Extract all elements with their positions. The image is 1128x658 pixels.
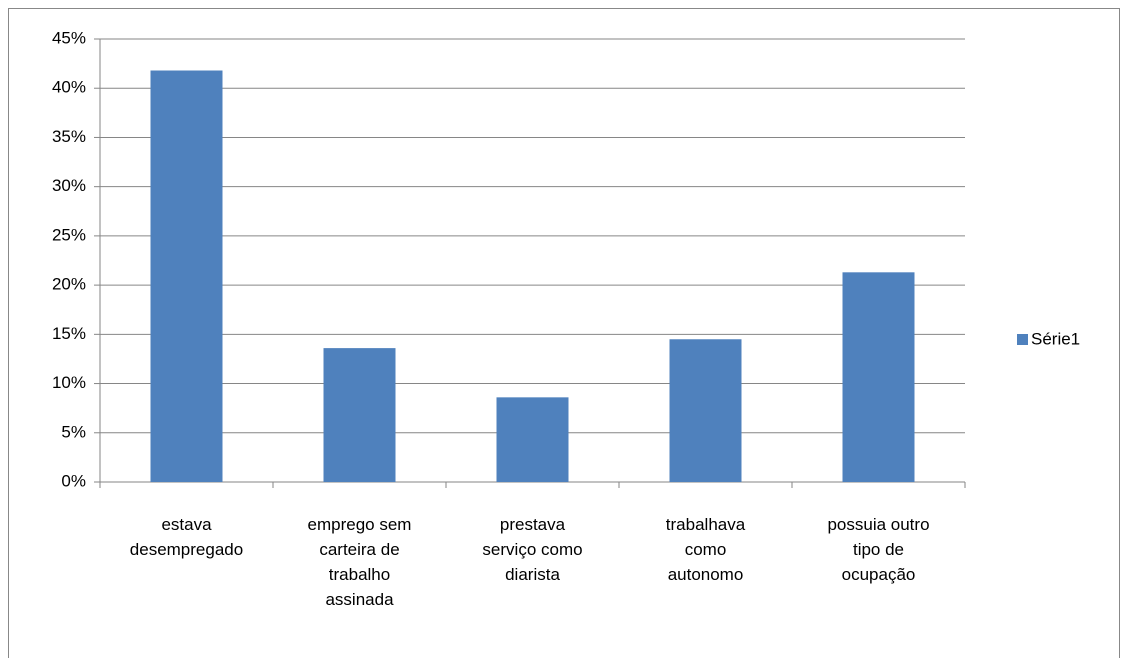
bar xyxy=(150,70,223,482)
x-tick-label: prestava serviço como diarista xyxy=(482,515,583,584)
bar xyxy=(842,272,915,482)
y-tick-label: 30% xyxy=(52,176,86,195)
legend-swatch xyxy=(1017,334,1028,345)
y-tick-label: 35% xyxy=(52,127,86,146)
y-tick-label: 45% xyxy=(52,28,86,47)
y-tick-label: 40% xyxy=(52,78,86,97)
x-tick-label: estava desempregado xyxy=(129,515,244,559)
y-tick-label: 15% xyxy=(52,324,86,343)
bar xyxy=(496,397,569,482)
bar xyxy=(323,348,396,482)
y-tick-label: 10% xyxy=(52,373,86,392)
x-tick-label: emprego sem carteira de trabalho assinad… xyxy=(307,515,412,609)
x-tick-label: possuia outro tipo de ocupação xyxy=(827,515,930,584)
y-tick-label: 0% xyxy=(61,471,86,490)
bar xyxy=(669,339,742,482)
chart-border xyxy=(8,8,1120,658)
y-tick-label: 5% xyxy=(61,422,86,441)
y-tick-label: 20% xyxy=(52,275,86,294)
legend-label: Série1 xyxy=(1031,329,1080,348)
y-tick-label: 25% xyxy=(52,225,86,244)
x-tick-label: trabalhava como autonomo xyxy=(665,515,746,584)
